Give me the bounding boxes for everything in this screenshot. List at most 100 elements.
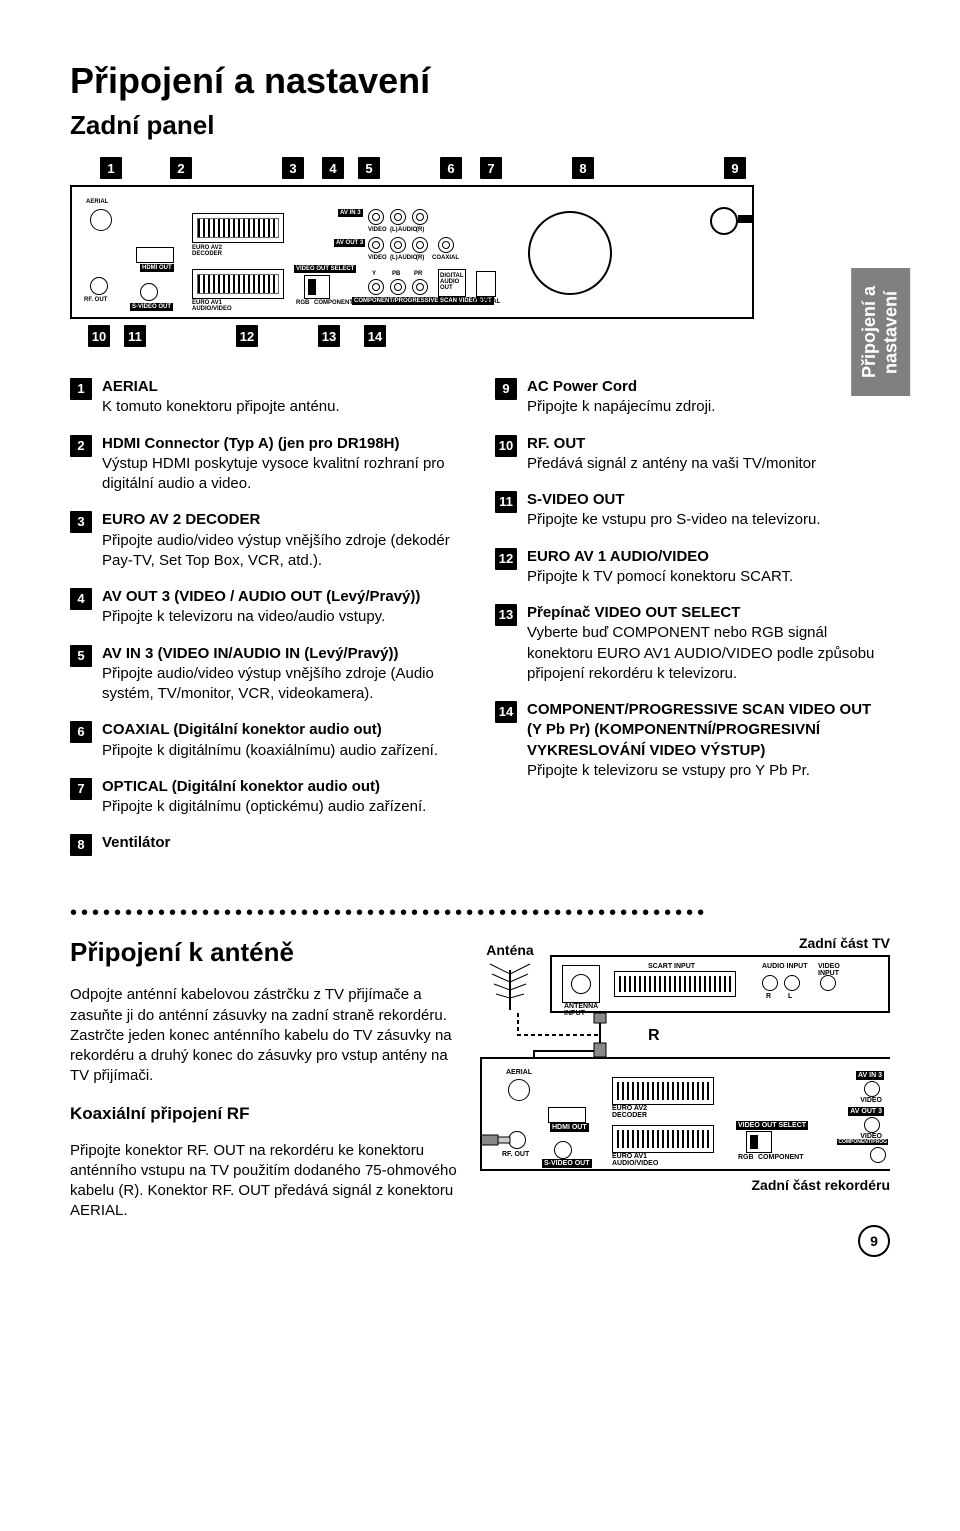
callout-7: 7 bbox=[480, 157, 502, 179]
item-3: 3EURO AV 2 DECODERPřipojte audio/video v… bbox=[70, 510, 465, 571]
rec-rca1 bbox=[864, 1081, 880, 1097]
badge-7: 7 bbox=[70, 778, 92, 800]
callout-13: 13 bbox=[318, 325, 340, 347]
rca-coax bbox=[438, 237, 454, 253]
rec-aerial bbox=[508, 1079, 530, 1101]
callout-10: 10 bbox=[88, 325, 110, 347]
antenna-icon bbox=[480, 960, 540, 1010]
antenna-heading: Připojení k anténě bbox=[70, 935, 460, 970]
badge-10: 10 bbox=[495, 435, 517, 457]
tv-audio-label: AUDIO INPUT bbox=[762, 963, 808, 970]
body-13: Vyberte buď COMPONENT nebo RGB signál ko… bbox=[527, 624, 874, 682]
badge-4: 4 bbox=[70, 588, 92, 610]
rec-avin3: AV IN 3 bbox=[856, 1071, 884, 1080]
label-video2: VIDEO bbox=[368, 255, 387, 261]
label-svideo: S-VIDEO OUT bbox=[130, 303, 173, 311]
side-tab: Připojení a nastavení bbox=[851, 268, 910, 396]
coax-plug-icon bbox=[480, 1127, 516, 1153]
rca-pr bbox=[412, 279, 428, 295]
label-aerial: AERIAL bbox=[86, 199, 108, 205]
tv-l: L bbox=[788, 993, 792, 1000]
body-14: Připojte k televizoru se vstupy pro Y Pb… bbox=[527, 762, 810, 779]
rec-comp: COMPONENT bbox=[758, 1154, 804, 1161]
tv-rca-r bbox=[762, 975, 778, 991]
rca-2 bbox=[390, 209, 406, 225]
item-8: 8Ventilátor bbox=[70, 833, 465, 856]
badge-1: 1 bbox=[70, 378, 92, 400]
title-14: COMPONENT/PROGRESSIVE SCAN VIDEO OUT (Y … bbox=[527, 701, 871, 759]
label-tv-rear: Zadní část TV bbox=[550, 935, 890, 951]
label-voselect: VIDEO OUT SELECT bbox=[294, 265, 356, 273]
tv-rear-box: ANTENNA INPUT SCART INPUT AUDIO INPUT R … bbox=[550, 955, 890, 1013]
title-13: Přepínač VIDEO OUT SELECT bbox=[527, 604, 740, 621]
item-6: 6 COAXIAL (Digitální konektor audio out) P… bbox=[70, 720, 465, 761]
title-6: COAXIAL (Digitální konektor audio out) bbox=[102, 721, 382, 738]
rec-svideo bbox=[554, 1141, 572, 1159]
column-left: 1AERIALK tomuto konektoru připojte antén… bbox=[70, 377, 465, 872]
label-audio2: AUDIO bbox=[398, 255, 417, 261]
antenna-text: Připojení k anténě Odpojte anténní kabel… bbox=[70, 935, 460, 1236]
tv-rca-v bbox=[820, 975, 836, 991]
page-number-value: 9 bbox=[858, 1225, 890, 1257]
antenna-diagram: Anténa Zadní část TV bbox=[480, 935, 890, 1236]
antenna-p2: Připojte konektor RF. OUT na rekordéru k… bbox=[70, 1141, 460, 1222]
label-l1: (L) bbox=[390, 227, 398, 233]
badge-6: 6 bbox=[70, 721, 92, 743]
callout-1: 1 bbox=[100, 157, 122, 179]
badge-3: 3 bbox=[70, 511, 92, 533]
rec-compprog: COMPONENT/PROG bbox=[837, 1139, 888, 1145]
scart-av1 bbox=[192, 269, 284, 299]
description-columns: 1AERIALK tomuto konektoru připojte antén… bbox=[70, 377, 890, 872]
label-y: Y bbox=[372, 271, 376, 277]
title-7: OPTICAL (Digitální konektor audio out) bbox=[102, 778, 380, 795]
callout-2: 2 bbox=[170, 157, 192, 179]
body-5: Připojte audio/video výstup vnějšího zdr… bbox=[102, 665, 434, 702]
fan-circle bbox=[528, 211, 612, 295]
rca-1 bbox=[368, 209, 384, 225]
label-pb: PB bbox=[392, 271, 400, 277]
tv-rca-l bbox=[784, 975, 800, 991]
callout-5: 5 bbox=[358, 157, 380, 179]
item-11: 11S-VIDEO OUTPřipojte ke vstupu pro S-vi… bbox=[495, 490, 890, 531]
label-antenna-icon: Anténa bbox=[480, 942, 540, 958]
rca-5 bbox=[390, 237, 406, 253]
callout-row-bottom: 10 11 12 13 14 bbox=[70, 325, 890, 347]
title-2: HDMI Connector (Typ A) (jen pro DR198H) bbox=[102, 435, 400, 452]
body-12: Připojte k TV pomocí konektoru SCART. bbox=[527, 568, 793, 585]
label-pr: PR bbox=[414, 271, 422, 277]
label-component-sm: COMPONENT bbox=[314, 300, 353, 306]
callout-11: 11 bbox=[124, 325, 146, 347]
title-3: EURO AV 2 DECODER bbox=[102, 511, 260, 528]
rca-6 bbox=[412, 237, 428, 253]
tv-scart bbox=[614, 971, 736, 997]
item-13: 13 Přepínač VIDEO OUT SELECT Vyberte buď C… bbox=[495, 603, 890, 684]
body-6: Připojte k digitálnímu (koaxiálnímu) aud… bbox=[102, 742, 438, 759]
title-11: S-VIDEO OUT bbox=[527, 491, 625, 508]
cable-area: R bbox=[480, 1013, 890, 1057]
antenna-p1: Odpojte anténní kabelovou zástrčku z TV … bbox=[70, 985, 460, 1086]
callout-6: 6 bbox=[440, 157, 462, 179]
tv-r: R bbox=[766, 993, 771, 1000]
rec-voselect: VIDEO OUT SELECT bbox=[736, 1121, 808, 1130]
item-14: 14COMPONENT/PROGRESSIVE SCAN VIDEO OUT (… bbox=[495, 700, 890, 781]
badge-13: 13 bbox=[495, 604, 517, 626]
callout-row-top: 1 2 3 4 5 6 7 8 9 bbox=[70, 157, 890, 179]
title-10: RF. OUT bbox=[527, 435, 585, 452]
badge-12: 12 bbox=[495, 548, 517, 570]
rec-aerial-label: AERIAL bbox=[506, 1069, 532, 1076]
tv-scart-label: SCART INPUT bbox=[648, 963, 695, 970]
rec-scart-av2 bbox=[612, 1077, 714, 1105]
badge-5: 5 bbox=[70, 645, 92, 667]
label-rfout: RF. OUT bbox=[84, 297, 107, 303]
rca-y bbox=[368, 279, 384, 295]
item-9: 9AC Power CordPřipojte k napájecímu zdro… bbox=[495, 377, 890, 418]
label-coax: COAXIAL bbox=[432, 255, 459, 261]
callout-14: 14 bbox=[364, 325, 386, 347]
label-digital: DIGITAL AUDIO OUT bbox=[440, 273, 464, 291]
antenna-subheading: Koaxiální připojení RF bbox=[70, 1103, 460, 1126]
badge-11: 11 bbox=[495, 491, 517, 513]
label-l2: (L) bbox=[390, 255, 398, 261]
callout-8: 8 bbox=[572, 157, 594, 179]
callout-4: 4 bbox=[322, 157, 344, 179]
label-optical: OPTICAL bbox=[474, 299, 500, 305]
